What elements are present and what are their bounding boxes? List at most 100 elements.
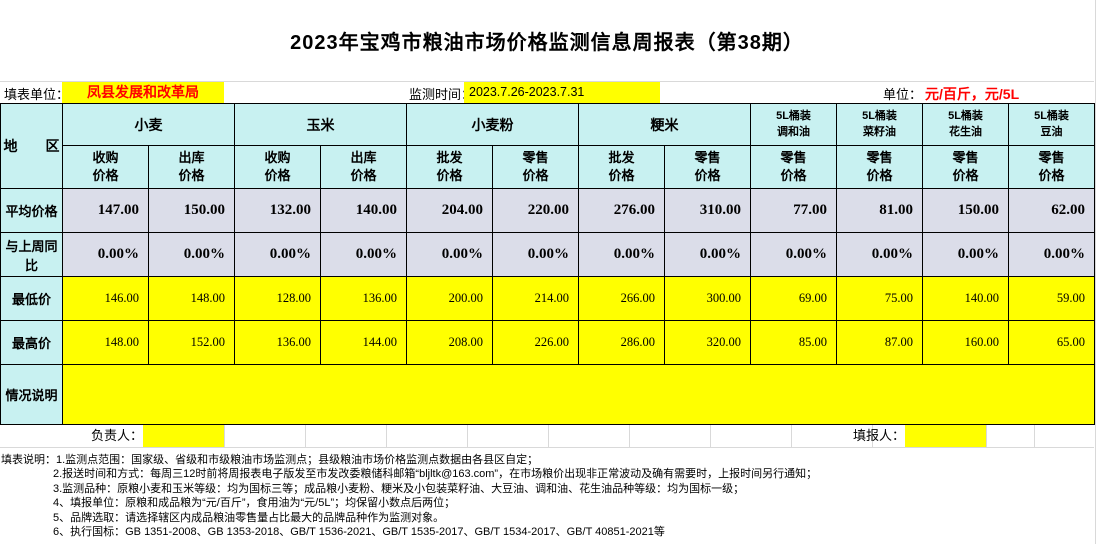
- sheet-gridline-above-info: [0, 81, 1094, 82]
- footnote-line: 4、填报单位：原粮和成品粮为“元/百斤”，食用油为“元/5L”；均保留小数点后两…: [53, 497, 456, 510]
- price-cell[interactable]: 152.00: [148, 320, 235, 365]
- subhead: 收购 价格: [62, 145, 149, 189]
- time-label: 监测时间：: [409, 87, 475, 102]
- footnote-text: 1.监测点范围：国家级、省级和市级粮油市场监测点；县级粮油市场价格监测点数据由各…: [56, 454, 539, 466]
- price-cell[interactable]: 65.00: [1008, 320, 1095, 365]
- price-cell[interactable]: 146.00: [62, 276, 149, 321]
- price-cell[interactable]: 148.00: [148, 276, 235, 321]
- pct-cell: 0.00%: [148, 232, 235, 277]
- pct-cell: 0.00%: [578, 232, 665, 277]
- pct-cell: 0.00%: [750, 232, 837, 277]
- price-cell[interactable]: 144.00: [320, 320, 407, 365]
- footnote-line: 5、品牌选取：请选择辖区内成品粮油零售量占比最大的品牌品种作为监测对象。: [53, 511, 445, 524]
- footnotes: 填表说明：1.监测点范围：国家级、省级和市级粮油市场监测点；县级粮油市场价格监测…: [1, 453, 1095, 539]
- price-cell: 147.00: [62, 188, 149, 233]
- price-cell[interactable]: 266.00: [578, 276, 665, 321]
- footnote-line: 3.监测品种：原粮小麦和玉米等级：均为国标三等；成品粮小麦粉、粳米及小包装菜籽油…: [53, 482, 745, 495]
- footnote-line: 6、执行国标：GB 1351-2008、GB 1353-2018、GB/T 15…: [53, 526, 665, 539]
- subhead: 批发 价格: [578, 145, 665, 189]
- price-cell[interactable]: 75.00: [836, 276, 923, 321]
- price-cell: 310.00: [664, 188, 751, 233]
- price-cell[interactable]: 128.00: [234, 276, 321, 321]
- info-row: 填表单位： 凤县发展和改革局 监测时间： 2023.7.26-2023.7.31…: [0, 82, 1094, 103]
- price-cell: 77.00: [750, 188, 837, 233]
- unit-label: 填表单位：: [4, 87, 70, 102]
- subhead: 零售 价格: [664, 145, 751, 189]
- price-cell: 276.00: [578, 188, 665, 233]
- subhead: 零售 价格: [492, 145, 579, 189]
- signature-row: 负责人： 填报人：: [0, 425, 1094, 447]
- subhead: 零售 价格: [922, 145, 1009, 189]
- price-cell[interactable]: 286.00: [578, 320, 665, 365]
- price-cell: 204.00: [406, 188, 493, 233]
- subhead: 零售 价格: [836, 145, 923, 189]
- remarks-cell[interactable]: [62, 364, 1095, 425]
- price-cell[interactable]: 300.00: [664, 276, 751, 321]
- row-label-highest: 最高价: [0, 320, 63, 365]
- row-label-wow-change: 与上周同比: [0, 232, 63, 277]
- price-cell: 220.00: [492, 188, 579, 233]
- group-header-rapeseed-oil: 5L桶装 菜籽油: [836, 103, 923, 146]
- pct-cell: 0.00%: [234, 232, 321, 277]
- pct-cell: 0.00%: [320, 232, 407, 277]
- price-cell[interactable]: 200.00: [406, 276, 493, 321]
- price-cell[interactable]: 140.00: [922, 276, 1009, 321]
- subhead: 零售 价格: [750, 145, 837, 189]
- price-table: 地 区 小麦 玉米 小麦粉 粳米 5L桶装 调和油 5L桶装 菜籽油 5L桶装 …: [0, 103, 1095, 425]
- pct-cell: 0.00%: [836, 232, 923, 277]
- leader-value-cell[interactable]: [143, 425, 224, 447]
- subhead: 收购 价格: [234, 145, 321, 189]
- filler-value-cell[interactable]: [905, 425, 986, 447]
- footnote-line: 填表说明：1.监测点范围：国家级、省级和市级粮油市场监测点；县级粮油市场价格监测…: [1, 453, 1095, 467]
- price-cell[interactable]: 148.00: [62, 320, 149, 365]
- page-title: 2023年宝鸡市粮油市场价格监测信息周报表（第38期）: [290, 32, 804, 54]
- price-cell[interactable]: 69.00: [750, 276, 837, 321]
- filler-label: 填报人：: [852, 428, 905, 443]
- row-label-remarks: 情况说明: [0, 364, 63, 425]
- sheet-right-gridline: [1095, 0, 1096, 544]
- price-cell[interactable]: 59.00: [1008, 276, 1095, 321]
- price-cell[interactable]: 136.00: [320, 276, 407, 321]
- footnote-line: 2.报送时间和方式：每周三12时前将周报表电子版发至市发改委粮储科邮箱“bljl…: [53, 468, 818, 481]
- group-header-blend-oil: 5L桶装 调和油: [750, 103, 837, 146]
- time-value-cell[interactable]: 2023.7.26-2023.7.31: [464, 82, 660, 103]
- price-cell[interactable]: 85.00: [750, 320, 837, 365]
- price-unit-label: 单位：: [883, 87, 923, 102]
- pct-cell: 0.00%: [664, 232, 751, 277]
- sheet-gridline-below-signature: [0, 447, 1094, 448]
- pct-cell: 0.00%: [922, 232, 1009, 277]
- subhead: 出库 价格: [148, 145, 235, 189]
- group-header-wheat-flour: 小麦粉: [406, 103, 579, 146]
- price-cell: 132.00: [234, 188, 321, 233]
- group-header-corn: 玉米: [234, 103, 407, 146]
- row-label-lowest: 最低价: [0, 276, 63, 321]
- region-header: 地 区: [0, 103, 63, 189]
- subhead: 零售 价格: [1008, 145, 1095, 189]
- subhead: 出库 价格: [320, 145, 407, 189]
- price-cell[interactable]: 226.00: [492, 320, 579, 365]
- price-cell[interactable]: 136.00: [234, 320, 321, 365]
- unit-value-cell[interactable]: 凤县发展和改革局: [62, 82, 224, 103]
- price-cell: 62.00: [1008, 188, 1095, 233]
- group-header-rice: 粳米: [578, 103, 751, 146]
- pct-cell: 0.00%: [1008, 232, 1095, 277]
- price-cell: 140.00: [320, 188, 407, 233]
- price-cell[interactable]: 160.00: [922, 320, 1009, 365]
- group-header-wheat: 小麦: [62, 103, 235, 146]
- price-cell[interactable]: 320.00: [664, 320, 751, 365]
- footnote-prefix: 填表说明：: [1, 454, 56, 466]
- leader-label: 负责人：: [90, 428, 143, 443]
- pct-cell: 0.00%: [62, 232, 149, 277]
- price-cell[interactable]: 214.00: [492, 276, 579, 321]
- pct-cell: 0.00%: [492, 232, 579, 277]
- group-header-peanut-oil: 5L桶装 花生油: [922, 103, 1009, 146]
- pct-cell: 0.00%: [406, 232, 493, 277]
- price-cell[interactable]: 87.00: [836, 320, 923, 365]
- price-cell: 81.00: [836, 188, 923, 233]
- row-label-average: 平均价格: [0, 188, 63, 233]
- price-cell: 150.00: [922, 188, 1009, 233]
- price-unit-value: 元/百斤，元/5L: [925, 86, 1020, 102]
- price-cell[interactable]: 208.00: [406, 320, 493, 365]
- price-cell: 150.00: [148, 188, 235, 233]
